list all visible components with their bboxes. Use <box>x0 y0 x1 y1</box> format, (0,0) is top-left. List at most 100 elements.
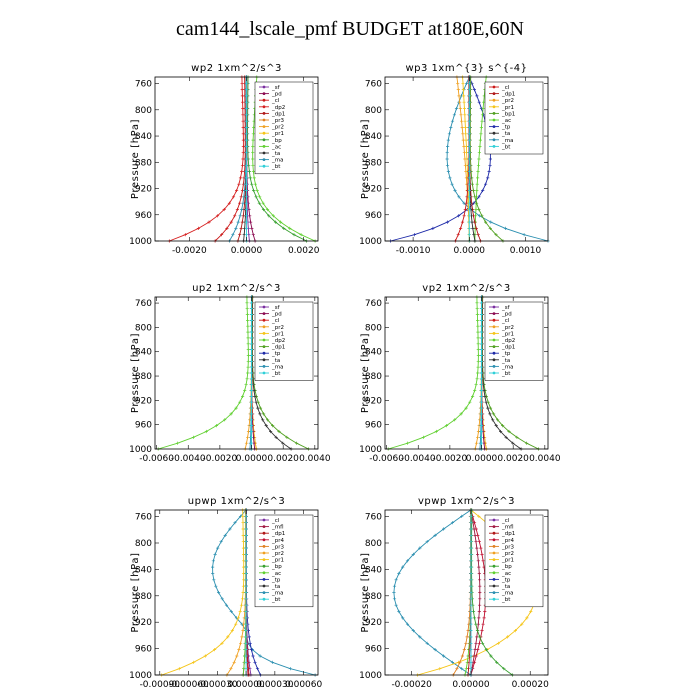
data-point <box>244 546 248 550</box>
data-point <box>192 660 196 664</box>
data-point <box>270 660 274 664</box>
legend-entry: _cl <box>501 318 510 324</box>
data-point <box>480 119 484 123</box>
data-point <box>481 188 485 193</box>
data-point <box>462 214 466 218</box>
legend-entry: _dp1 <box>271 531 285 537</box>
plot-frame <box>384 76 549 242</box>
data-point <box>244 527 248 531</box>
data-point <box>229 609 233 614</box>
data-point <box>231 195 236 199</box>
legend-marker <box>492 351 496 355</box>
legend-marker <box>262 545 266 548</box>
legend-marker <box>262 538 266 542</box>
data-point <box>495 660 499 664</box>
y-tick-label: 960 <box>135 211 152 221</box>
y-tick-label: 840 <box>365 132 382 142</box>
data-point <box>249 365 254 369</box>
data-point <box>468 400 472 404</box>
data-point <box>244 654 248 658</box>
data-point <box>477 616 481 620</box>
legend-marker <box>492 578 496 581</box>
data-point <box>477 151 481 155</box>
data-point <box>397 571 401 576</box>
series-pr1 <box>461 75 471 243</box>
data-point <box>249 301 254 305</box>
data-point <box>504 435 508 439</box>
data-point <box>475 546 479 550</box>
data-point <box>211 559 215 563</box>
data-point <box>479 388 484 393</box>
data-point <box>494 424 498 428</box>
data-point <box>478 635 482 639</box>
data-point <box>249 342 254 346</box>
data-point <box>482 616 486 620</box>
data-point <box>469 603 473 607</box>
data-point <box>462 100 466 104</box>
data-point <box>257 201 261 205</box>
data-point <box>467 132 471 136</box>
data-point <box>467 157 471 161</box>
data-point <box>229 667 233 671</box>
data-point <box>465 635 469 639</box>
data-point <box>244 113 249 117</box>
data-point <box>467 113 471 117</box>
legend-marker <box>492 105 496 109</box>
data-point <box>233 521 237 525</box>
data-point <box>244 94 249 98</box>
legend-marker <box>262 531 266 535</box>
legend-entry: _cl <box>501 85 510 91</box>
data-point <box>244 648 248 652</box>
data-point <box>487 170 491 174</box>
data-point <box>477 571 481 576</box>
x-tick-label: -0.0040 <box>401 454 436 464</box>
data-point <box>244 88 249 92</box>
data-point <box>421 435 425 439</box>
data-point <box>467 151 471 155</box>
legend-marker <box>262 578 266 581</box>
data-point <box>492 412 496 416</box>
data-point <box>480 552 484 556</box>
data-point <box>212 578 216 582</box>
data-point <box>196 226 200 230</box>
data-point <box>475 188 479 193</box>
legend-marker <box>492 558 496 561</box>
legend-entry: _dp2 <box>501 338 515 344</box>
data-point <box>251 233 255 237</box>
data-point <box>244 552 248 556</box>
data-point <box>244 635 248 639</box>
data-point <box>467 106 471 111</box>
y-tick-label: 1000 <box>129 671 152 681</box>
data-point <box>457 94 461 98</box>
data-point <box>249 336 254 340</box>
legend-entry: _tp <box>271 351 281 357</box>
data-point <box>246 336 250 340</box>
data-point <box>240 220 244 224</box>
data-point <box>254 195 258 199</box>
panel-title: wp2 1xm^2/s^3 <box>191 63 282 74</box>
legend-marker <box>492 345 496 348</box>
data-point <box>488 226 492 230</box>
data-point <box>238 609 242 614</box>
data-point <box>456 233 460 237</box>
data-point <box>226 635 230 639</box>
legend-entry: _bt <box>271 371 281 377</box>
data-point <box>245 307 249 311</box>
data-point <box>213 552 217 556</box>
data-point <box>244 163 249 167</box>
data-point <box>249 377 254 381</box>
data-point <box>244 521 248 525</box>
data-point <box>478 144 482 148</box>
legend-entry: _ma <box>271 364 283 370</box>
data-point <box>244 540 248 544</box>
x-tick-label: 0.0040 <box>299 454 331 464</box>
y-tick-label: 760 <box>365 513 382 523</box>
y-tick-label: 880 <box>365 158 382 168</box>
data-point <box>244 609 248 614</box>
data-point <box>246 435 250 439</box>
data-point <box>249 324 254 328</box>
x-tick-label: -0.0060 <box>139 454 174 464</box>
data-point <box>469 546 473 550</box>
data-point <box>520 622 524 626</box>
data-point <box>469 540 473 544</box>
